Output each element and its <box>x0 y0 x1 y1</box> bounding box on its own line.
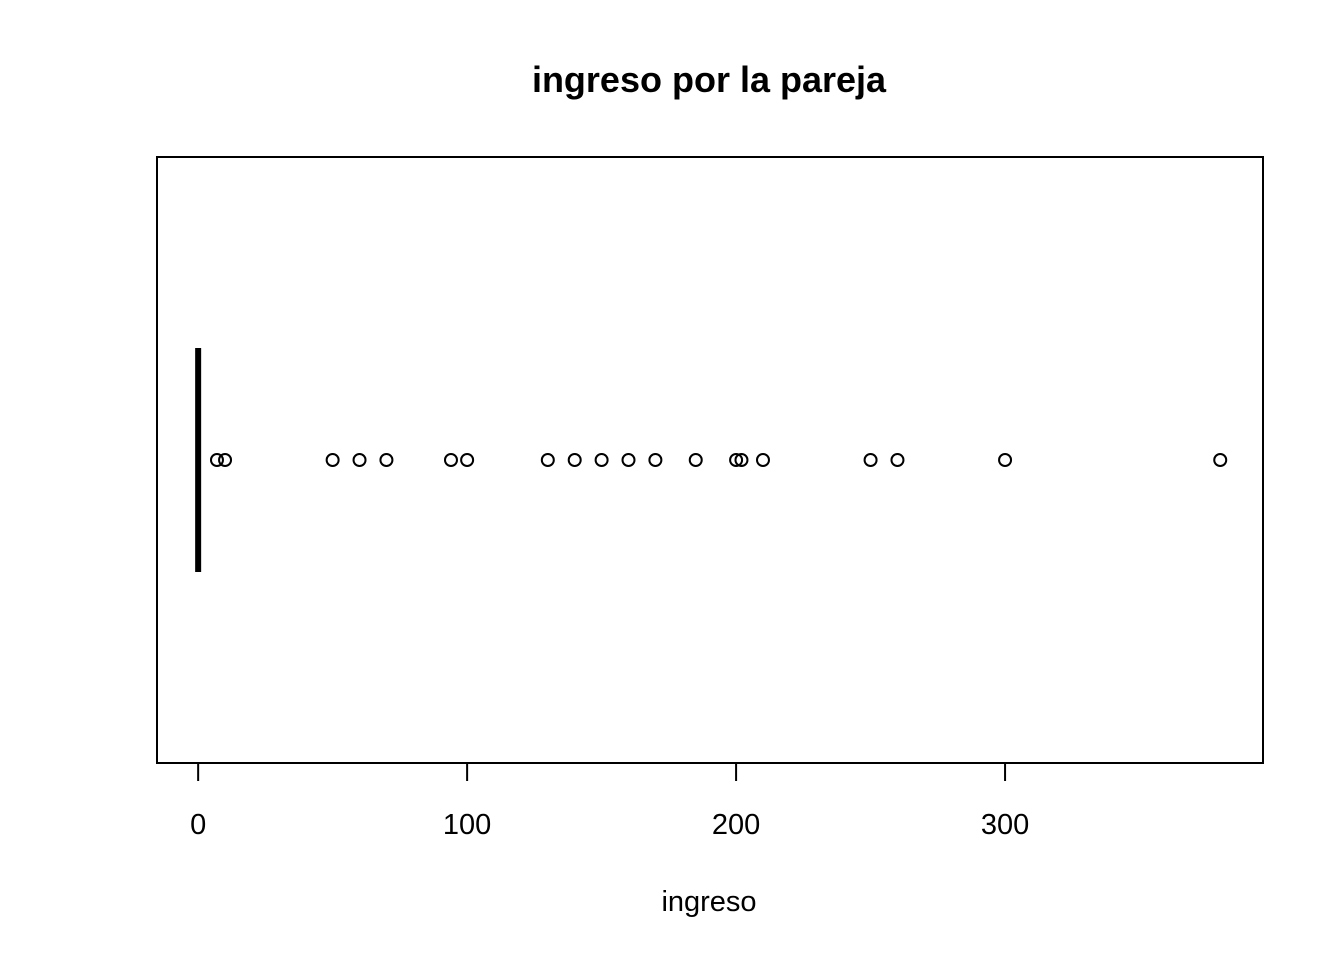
outlier-point <box>863 453 878 467</box>
x-tick-label: 0 <box>190 809 206 841</box>
outlier-point <box>594 453 609 467</box>
outlier-point <box>755 453 770 467</box>
x-axis: 0 100 200 300 <box>190 762 1029 841</box>
outlier-point <box>729 453 744 467</box>
outlier-layer <box>209 453 1228 467</box>
x-tick-label: 100 <box>443 809 491 841</box>
x-tick-label: 300 <box>981 809 1029 841</box>
outlier-point <box>567 453 582 467</box>
outlier-point <box>325 453 340 467</box>
chart-title: ingreso por la pareja <box>532 59 887 100</box>
outlier-point <box>734 453 749 467</box>
outlier-point <box>460 453 475 467</box>
outlier-point <box>688 453 703 467</box>
outlier-point <box>379 453 394 467</box>
outlier-point <box>621 453 636 467</box>
x-axis-label: ingreso <box>661 886 756 918</box>
outlier-point <box>1213 453 1228 467</box>
outlier-point <box>352 453 367 467</box>
outlier-point <box>218 453 233 467</box>
plot-frame <box>156 156 1264 764</box>
outlier-point <box>540 453 555 467</box>
outlier-point <box>648 453 663 467</box>
outlier-point <box>890 453 905 467</box>
outlier-point <box>998 453 1013 467</box>
outlier-point <box>443 453 458 467</box>
x-tick-label: 200 <box>712 809 760 841</box>
outlier-point <box>209 453 224 467</box>
